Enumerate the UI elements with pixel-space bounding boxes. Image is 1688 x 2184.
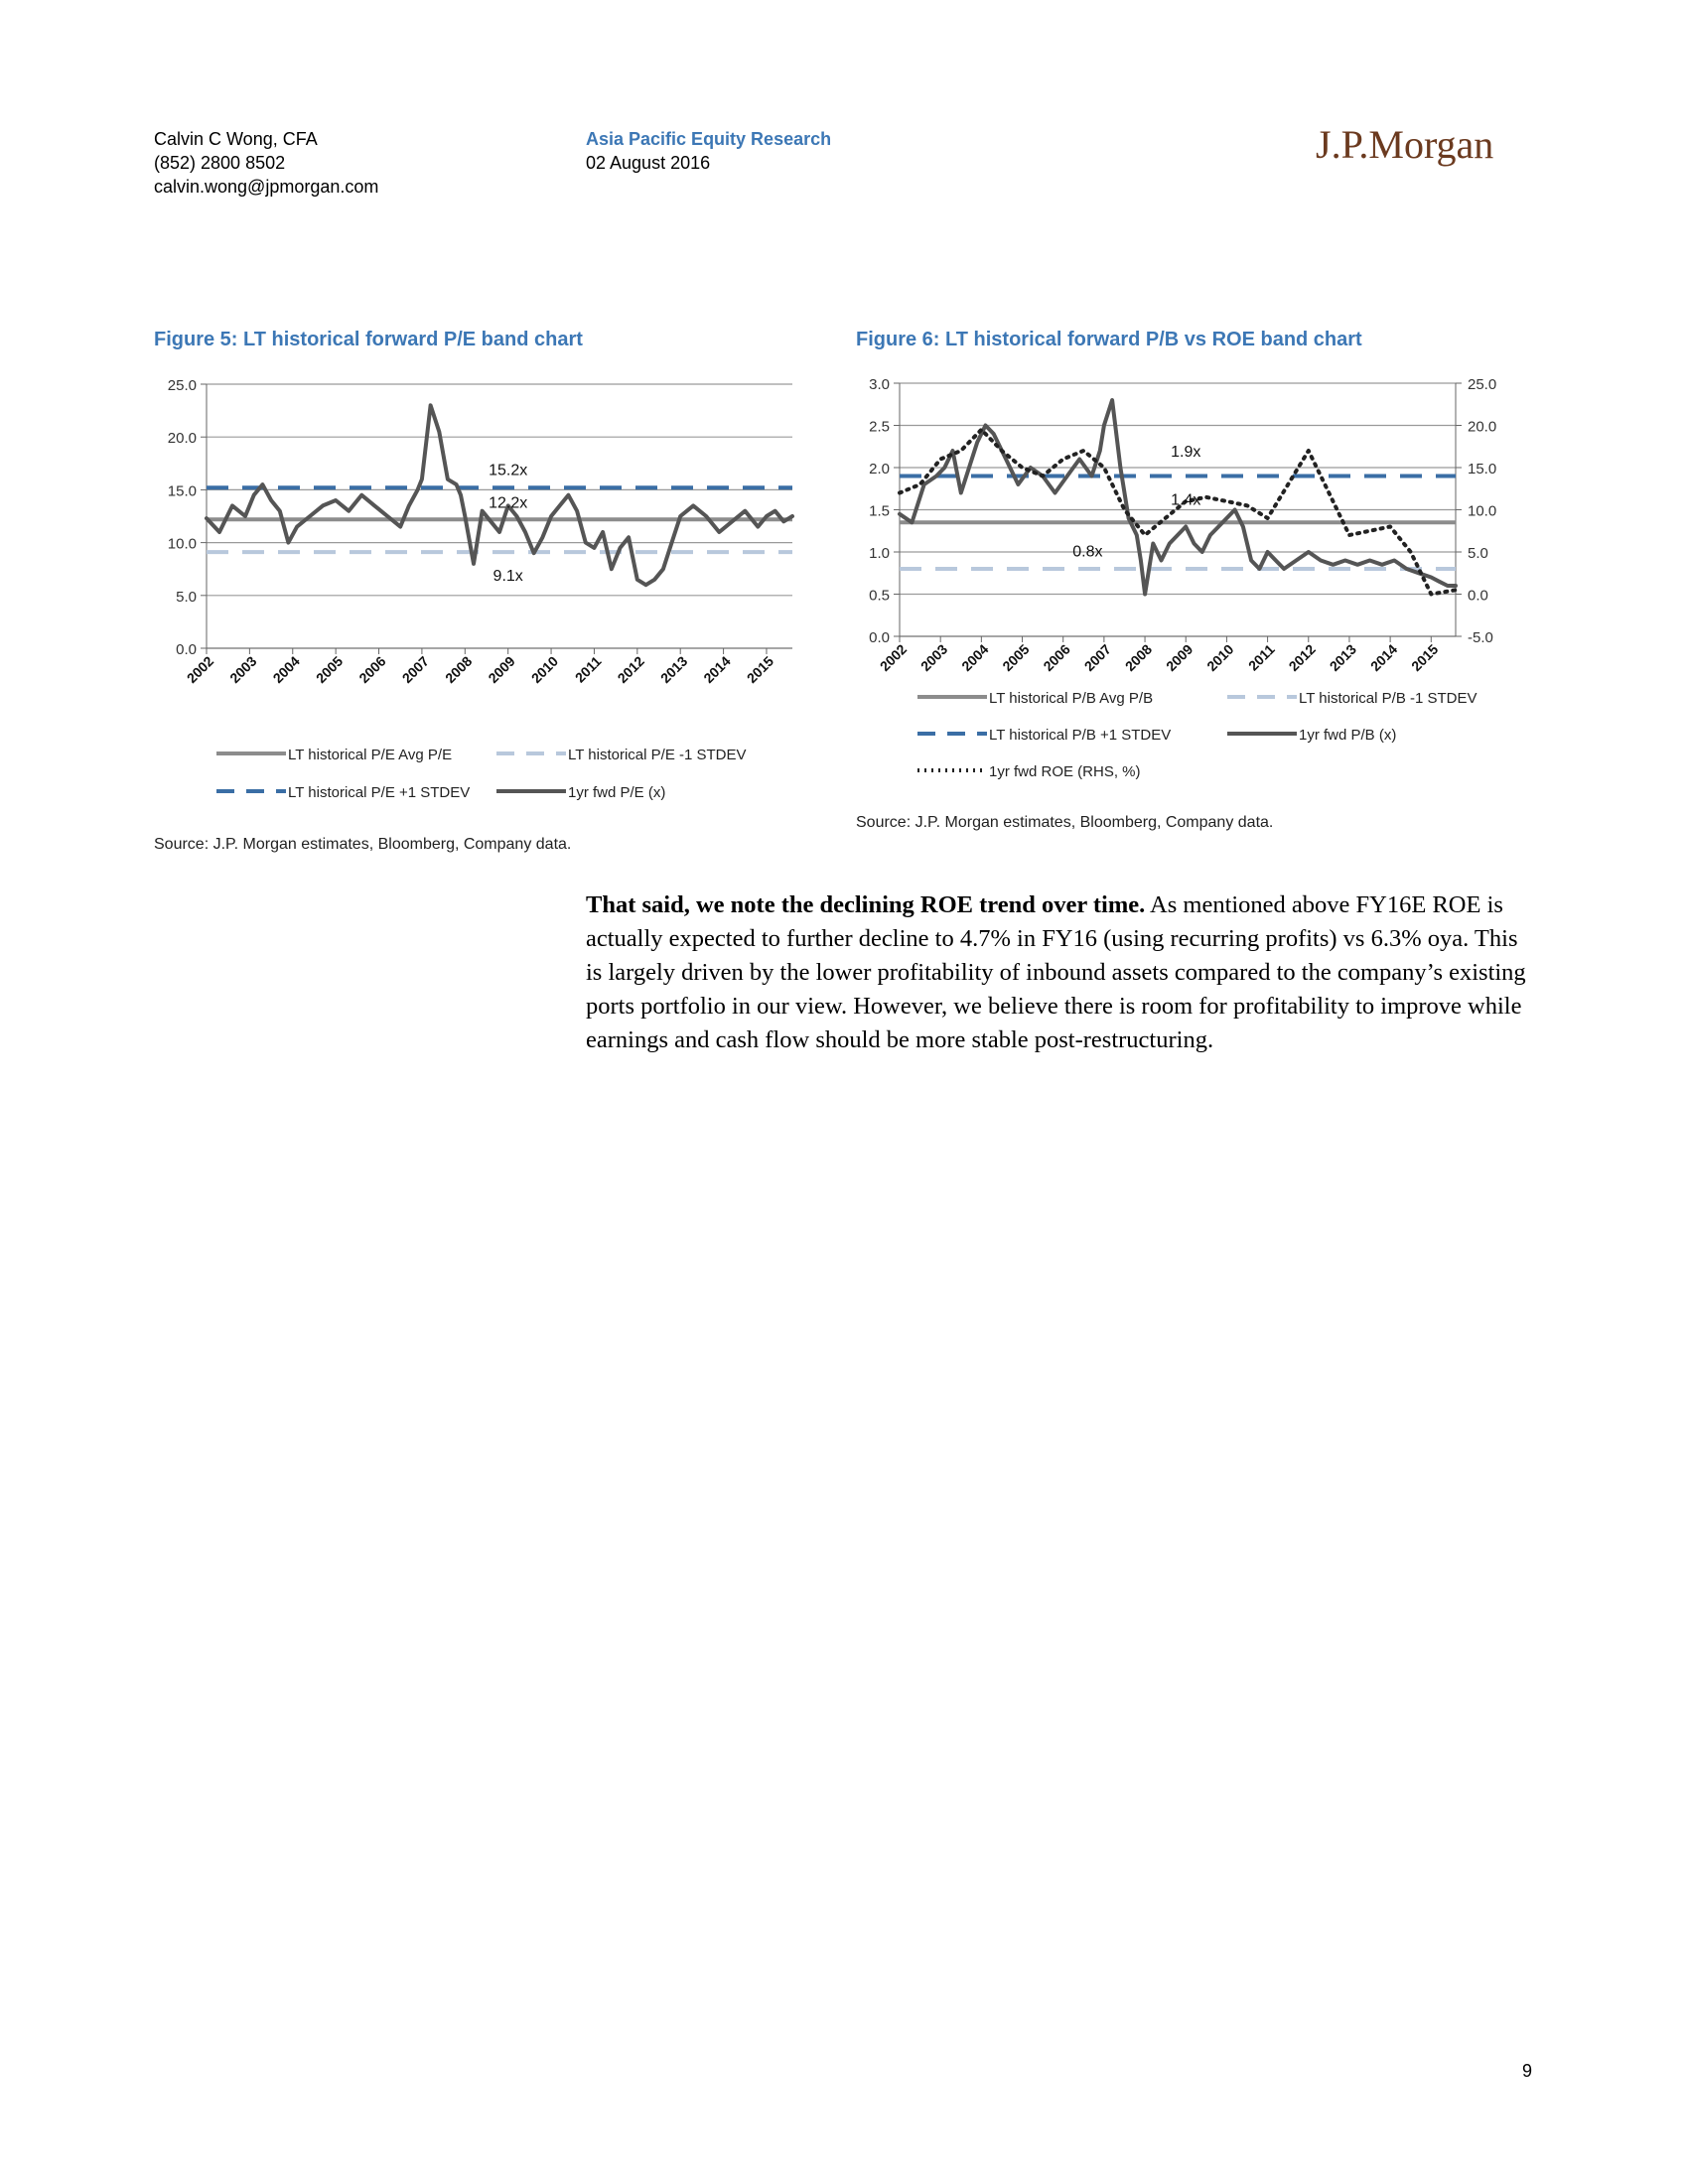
jpmorgan-logo: J.P.Morgan [1316,122,1494,167]
data-label: 12.2x [489,494,527,511]
data-label: 9.1x [493,568,523,585]
x-tick-label: 2010 [528,653,561,686]
x-tick-label: 2012 [1286,641,1319,674]
y-tick-label: 1.5 [869,503,890,520]
y-tick-label: 20.0 [168,430,197,447]
series-line [898,427,1458,597]
author-phone: (852) 2800 8502 [154,153,286,173]
x-tick-label: 2003 [226,653,259,686]
x-tick-label: 2006 [355,653,388,686]
figure5-source: Source: J.P. Morgan estimates, Bloomberg… [154,836,572,853]
data-label: 1.9x [1171,444,1200,461]
y-tick-label: 3.0 [869,376,890,393]
y2-tick-label: 10.0 [1468,503,1496,520]
x-tick-label: 2014 [700,653,733,686]
series-line [898,398,1458,597]
x-tick-label: 2008 [1122,641,1155,674]
author-name: Calvin C Wong, CFA [154,129,318,149]
figure6-source: Source: J.P. Morgan estimates, Bloomberg… [856,814,1274,831]
y-tick-label: 1.0 [869,545,890,562]
x-tick-label: 2005 [999,641,1032,674]
department-label: Asia Pacific Equity Research [586,129,832,149]
legend-label: 1yr fwd P/E (x) [568,784,665,801]
legend-label: LT historical P/B -1 STDEV [1299,690,1477,707]
x-tick-label: 2011 [572,653,605,686]
y-tick-label: 0.0 [176,641,197,658]
legend-label: LT historical P/B Avg P/B [989,690,1153,707]
body-text: As mentioned above FY16E ROE is actually… [586,891,1526,1053]
data-label: 1.4x [1171,491,1200,508]
y-tick-label: 2.5 [869,419,890,436]
y2-tick-label: 20.0 [1468,419,1496,436]
legend-label: LT historical P/B +1 STDEV [989,727,1171,744]
figure6-chart: 0.0 0.5 1.0 1.5 2.0 2.5 3.0 -5.0 0.0 5.0 10.0 15.0 2… [869,376,1496,780]
figure6-title: Figure 6: LT historical forward P/B vs R… [856,329,1362,350]
author-block: Calvin C Wong, CFA (852) 2800 8502 calvi… [154,127,378,199]
x-tick-label: 2011 [1245,641,1278,674]
data-label: 15.2x [489,463,527,479]
x-tick-label: 2015 [744,653,776,686]
legend-label: 1yr fwd P/B (x) [1299,727,1396,744]
legend-label: LT historical P/E +1 STDEV [288,784,470,801]
y2-tick-label: -5.0 [1468,629,1493,646]
y-tick-label: 2.0 [869,461,890,478]
x-tick-label: 2004 [270,653,303,686]
page-number: 9 [1522,2061,1533,2081]
x-tick-label: 2014 [1367,641,1400,674]
x-tick-label: 2008 [442,653,475,686]
y2-tick-label: 5.0 [1468,545,1488,562]
y-tick-label: 25.0 [168,377,197,394]
y-tick-label: 10.0 [168,536,197,553]
x-tick-label: 2006 [1040,641,1072,674]
x-tick-label: 2003 [917,641,950,674]
x-tick-label: 2005 [313,653,346,686]
y2-tick-label: 0.0 [1468,588,1488,605]
legend-label: 1yr fwd ROE (RHS, %) [989,763,1141,780]
x-tick-label: 2013 [1327,641,1359,674]
y-tick-label: 5.0 [176,589,197,606]
legend-label: LT historical P/E -1 STDEV [568,747,747,763]
data-label: 0.8x [1072,543,1102,560]
series-line [205,403,794,588]
x-tick-label: 2015 [1408,641,1441,674]
x-tick-label: 2004 [958,641,991,674]
x-tick-label: 2009 [1163,641,1196,674]
y2-tick-label: 25.0 [1468,376,1496,393]
research-block: Asia Pacific Equity Research 02 August 2… [586,127,831,175]
legend-label: LT historical P/E Avg P/E [288,747,452,763]
x-tick-label: 2009 [485,653,517,686]
y2-tick-label: 15.0 [1468,461,1496,478]
x-tick-label: 2010 [1203,641,1236,674]
x-tick-label: 2007 [399,653,432,686]
x-tick-label: 2007 [1081,641,1114,674]
figure5-title: Figure 5: LT historical forward P/E band… [154,329,583,350]
x-tick-label: 2013 [657,653,690,686]
report-date: 02 August 2016 [586,153,711,173]
y-tick-label: 0.0 [869,629,890,646]
y-tick-label: 15.0 [168,482,197,499]
body-paragraph: That said, we note the declining ROE tre… [586,888,1539,1057]
author-email: calvin.wong@jpmorgan.com [154,177,379,197]
x-tick-label: 2012 [615,653,647,686]
y-tick-label: 0.5 [869,588,890,605]
body-lead: That said, we note the declining ROE tre… [586,891,1146,918]
